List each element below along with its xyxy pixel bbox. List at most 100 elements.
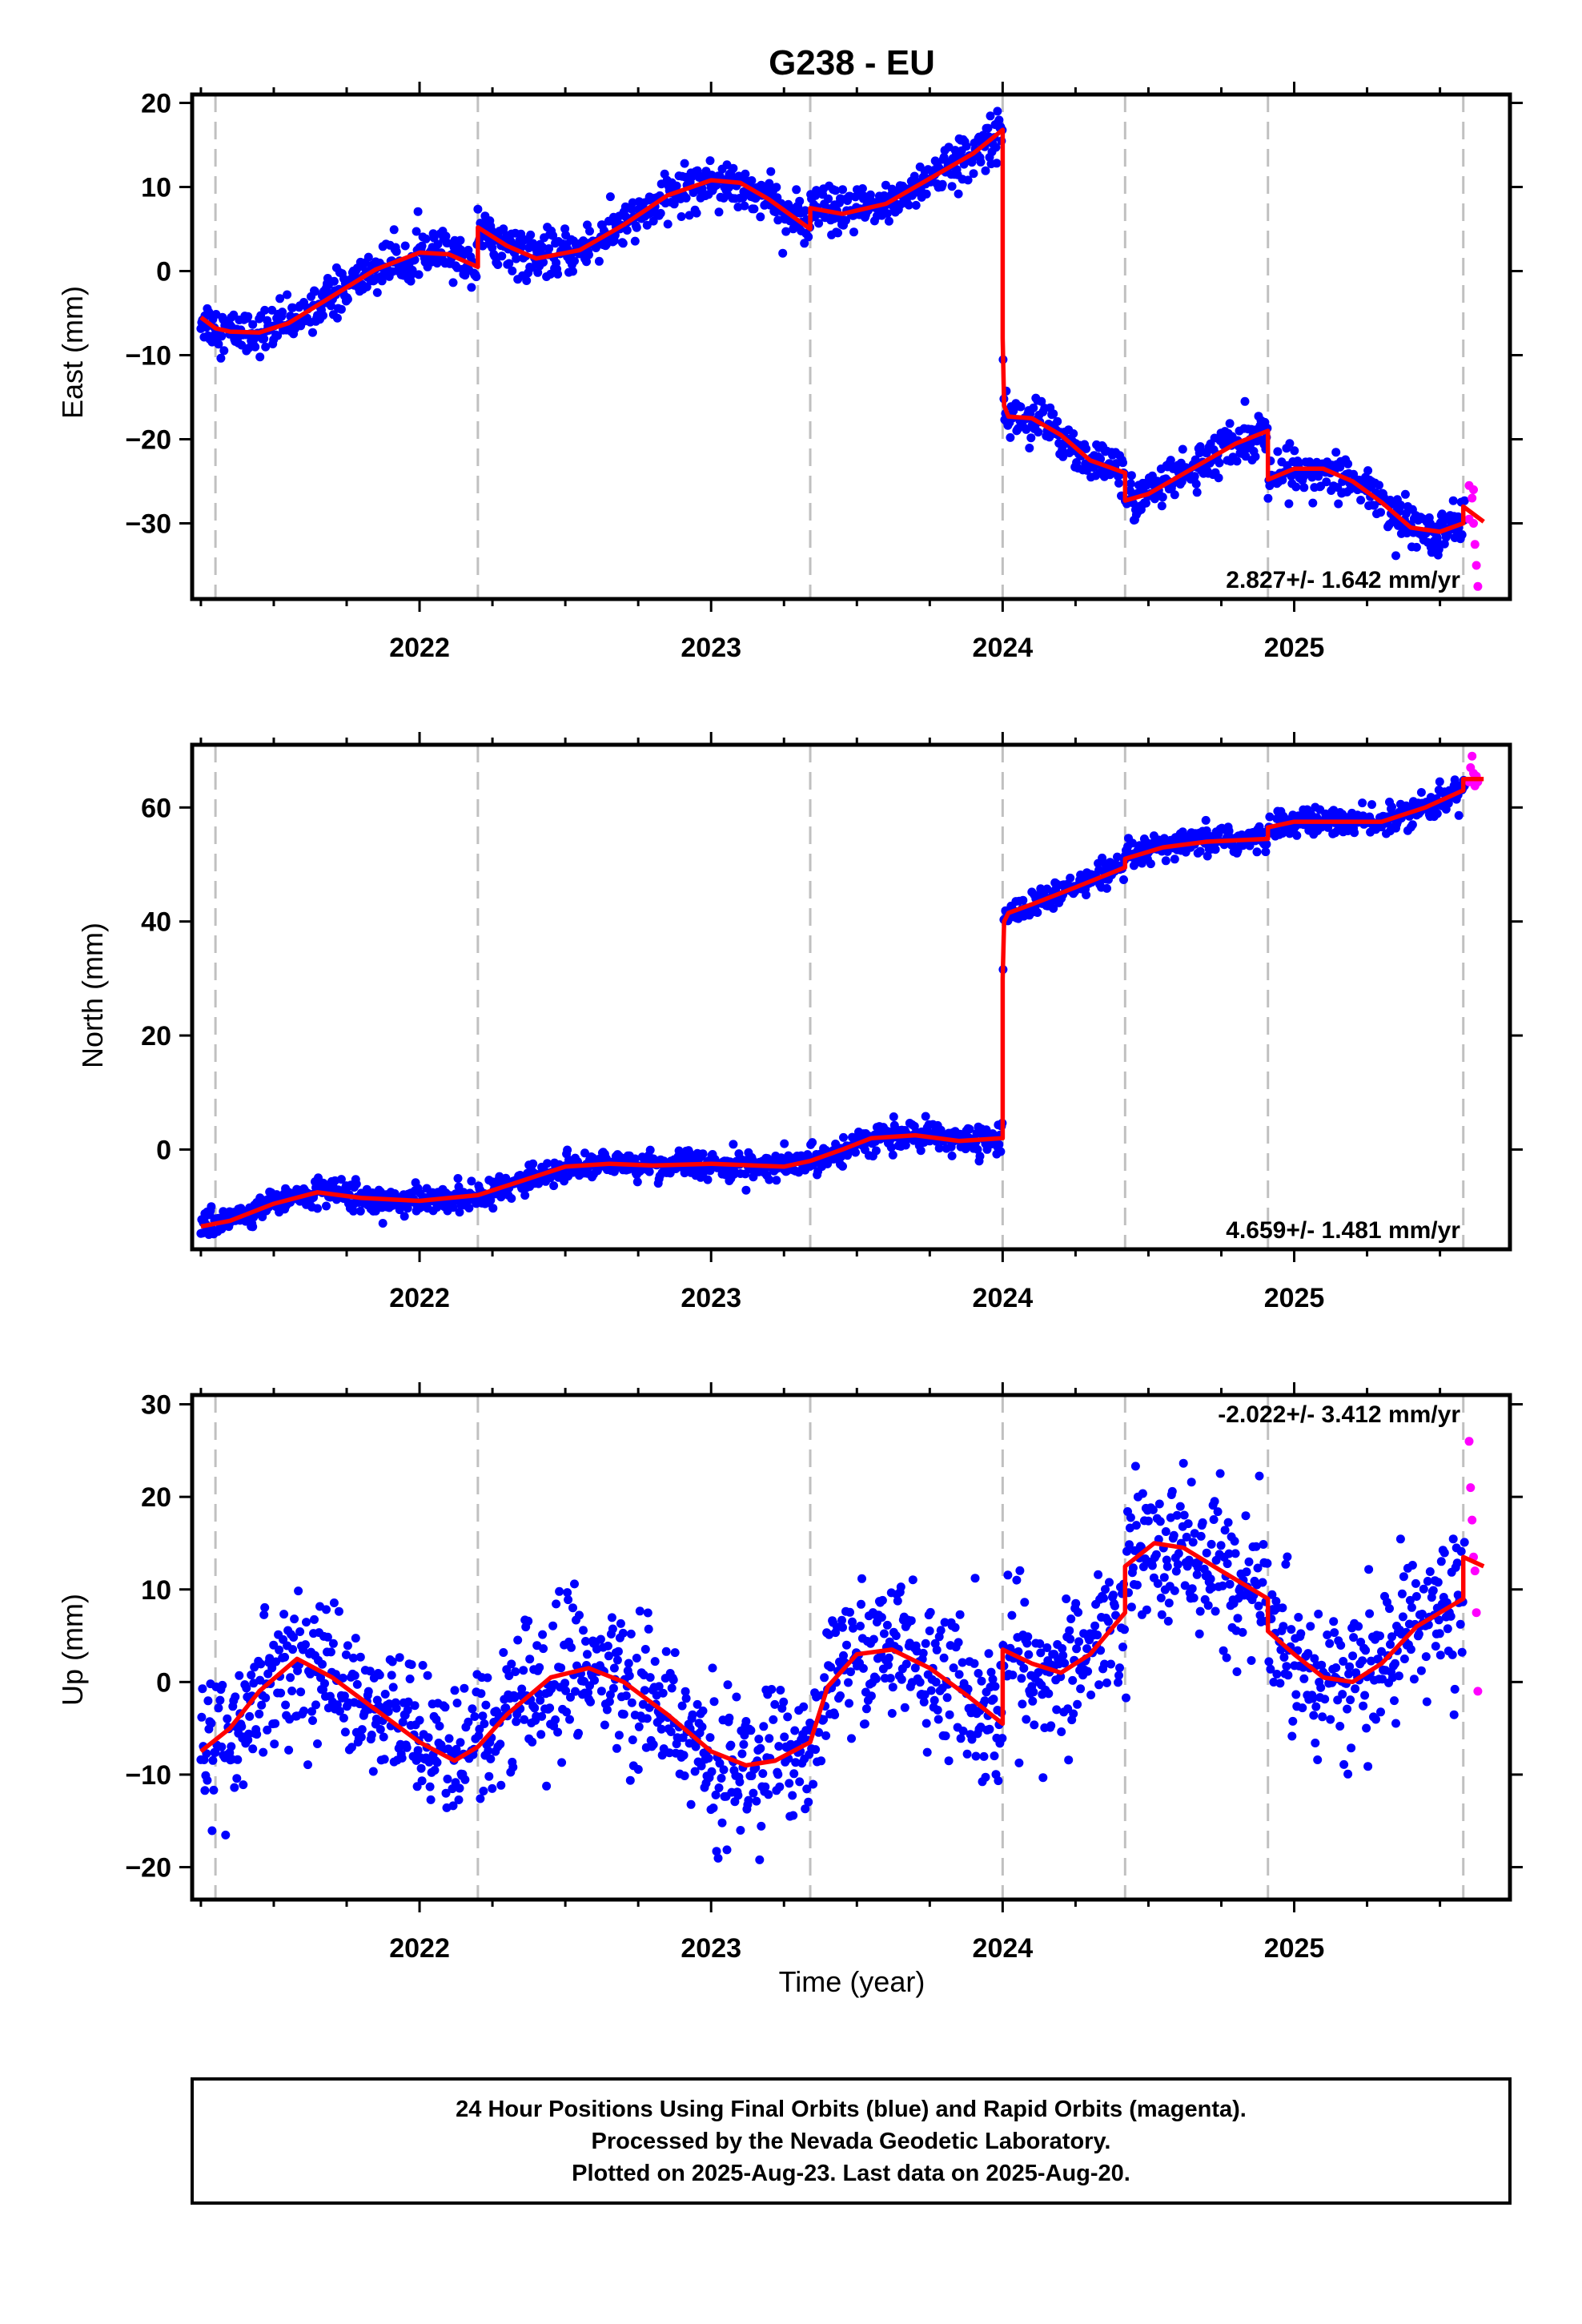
- east-final-orbit-point: [1170, 490, 1179, 500]
- east-final-orbit-point: [741, 169, 750, 179]
- up-final-orbit-point: [1279, 1653, 1289, 1662]
- north-final-orbit-point: [1170, 854, 1179, 864]
- up-final-orbit-point: [1263, 1558, 1272, 1568]
- up-final-orbit-point: [940, 1618, 950, 1627]
- north-final-orbit-point: [507, 1194, 516, 1203]
- east-final-orbit-point: [1343, 459, 1353, 468]
- east-final-orbit-point: [1006, 432, 1015, 442]
- up-final-orbit-point: [697, 1761, 706, 1771]
- up-final-orbit-point: [621, 1691, 631, 1700]
- up-final-orbit-point: [286, 1673, 295, 1683]
- up-final-orbit-point: [1281, 1559, 1291, 1569]
- up-final-orbit-point: [513, 1635, 523, 1645]
- up-final-orbit-point: [1164, 1598, 1174, 1608]
- up-final-orbit-point: [375, 1725, 385, 1734]
- up-final-orbit-point: [877, 1595, 887, 1605]
- up-final-orbit-point: [1188, 1538, 1198, 1547]
- up-final-orbit-point: [1014, 1758, 1024, 1767]
- up-final-orbit-point: [1398, 1612, 1407, 1622]
- east-final-orbit-point: [1401, 509, 1411, 518]
- north-final-orbit-point: [1049, 903, 1058, 913]
- footer-line-2: Processed by the Nevada Geodetic Laborat…: [592, 2129, 1111, 2154]
- up-final-orbit-point: [1143, 1516, 1153, 1526]
- up-final-orbit-point: [1238, 1627, 1247, 1637]
- up-final-orbit-point: [235, 1671, 244, 1680]
- up-final-orbit-point: [790, 1726, 800, 1735]
- up-final-orbit-point: [1283, 1552, 1292, 1562]
- up-final-orbit-point: [1064, 1755, 1074, 1765]
- up-final-orbit-point: [512, 1717, 521, 1727]
- up-final-orbit-point: [744, 1795, 753, 1805]
- up-final-orbit-point: [340, 1727, 350, 1737]
- east-final-orbit-point: [1026, 433, 1036, 443]
- up-final-orbit-point: [231, 1692, 240, 1702]
- up-final-orbit-point: [501, 1703, 511, 1713]
- up-final-orbit-point: [709, 1803, 718, 1813]
- east-final-orbit-point: [833, 228, 842, 238]
- east-final-orbit-point: [441, 231, 451, 241]
- up-final-orbit-point: [809, 1779, 818, 1789]
- up-final-orbit-point: [464, 1717, 473, 1727]
- up-final-orbit-point: [281, 1700, 291, 1710]
- up-final-orbit-point: [233, 1755, 243, 1764]
- up-final-orbit-point: [939, 1653, 949, 1663]
- up-final-orbit-point: [941, 1731, 950, 1741]
- up-final-orbit-point: [1309, 1711, 1319, 1720]
- up-final-orbit-point: [1421, 1652, 1431, 1662]
- east-final-orbit-point: [417, 241, 427, 251]
- up-final-orbit-point: [339, 1691, 349, 1701]
- north-final-orbit-point: [973, 1144, 982, 1154]
- up-final-orbit-point: [774, 1742, 784, 1751]
- up-final-orbit-point: [197, 1712, 207, 1722]
- up-final-orbit-point: [755, 1855, 765, 1864]
- east-final-orbit-point: [781, 227, 791, 236]
- east-final-orbit-point: [273, 331, 283, 340]
- up-final-orbit-point: [539, 1644, 548, 1654]
- east-final-orbit-point: [288, 303, 298, 312]
- up-ytick-label: −20: [125, 1853, 171, 1884]
- up-final-orbit-point: [690, 1767, 700, 1776]
- up-final-orbit-point: [1346, 1695, 1355, 1705]
- north-final-orbit-point: [528, 1159, 538, 1168]
- up-final-orbit-point: [1399, 1655, 1409, 1663]
- up-final-orbit-point: [925, 1626, 934, 1635]
- east-final-orbit-point: [627, 204, 636, 214]
- east-rapid-orbit-point: [1472, 561, 1481, 570]
- up-final-orbit-point: [869, 1634, 878, 1644]
- east-model-line: [199, 127, 1485, 534]
- up-final-orbit-point: [842, 1640, 851, 1650]
- up-final-orbit-point: [1065, 1626, 1074, 1635]
- east-final-orbit-point: [991, 143, 1001, 152]
- up-final-orbit-point: [307, 1707, 316, 1716]
- up-final-orbit-point: [1066, 1614, 1076, 1623]
- east-final-orbit-point: [1284, 499, 1294, 509]
- east-final-orbit-point: [1241, 452, 1251, 461]
- east-final-orbit-point: [473, 204, 483, 214]
- north-rate-label: 4.659+/- 1.481 mm/yr: [1226, 1217, 1460, 1244]
- up-final-orbit-point: [1247, 1656, 1256, 1665]
- north-final-orbit-point: [348, 1206, 358, 1216]
- up-final-orbit-point: [484, 1771, 494, 1781]
- up-final-orbit-point: [1364, 1565, 1374, 1574]
- north-final-orbit-point: [630, 1154, 640, 1164]
- up-final-orbit-point: [1003, 1570, 1013, 1580]
- east-final-orbit-point: [1158, 493, 1167, 502]
- north-xtick-label: 2023: [681, 1283, 741, 1313]
- east-final-orbit-point: [1400, 489, 1410, 499]
- up-final-orbit-point: [348, 1653, 358, 1663]
- up-final-orbit-point: [1071, 1598, 1081, 1608]
- up-final-orbit-point: [537, 1711, 547, 1721]
- up-final-orbit-point: [584, 1688, 592, 1697]
- up-final-orbit-point: [1171, 1566, 1181, 1576]
- up-final-orbit-point: [567, 1642, 576, 1652]
- east-final-orbit-point: [464, 245, 473, 255]
- up-plot-area: [196, 1395, 1485, 1900]
- east-final-orbit-point: [884, 216, 893, 226]
- east-final-orbit-point: [947, 182, 957, 191]
- up-final-orbit-point: [1414, 1630, 1423, 1638]
- up-final-orbit-point: [994, 1776, 1003, 1786]
- east-rapid-orbit-point: [1473, 581, 1483, 591]
- up-final-orbit-point: [1174, 1549, 1183, 1558]
- east-final-orbit-point: [1118, 458, 1127, 468]
- up-final-orbit-point: [681, 1694, 691, 1703]
